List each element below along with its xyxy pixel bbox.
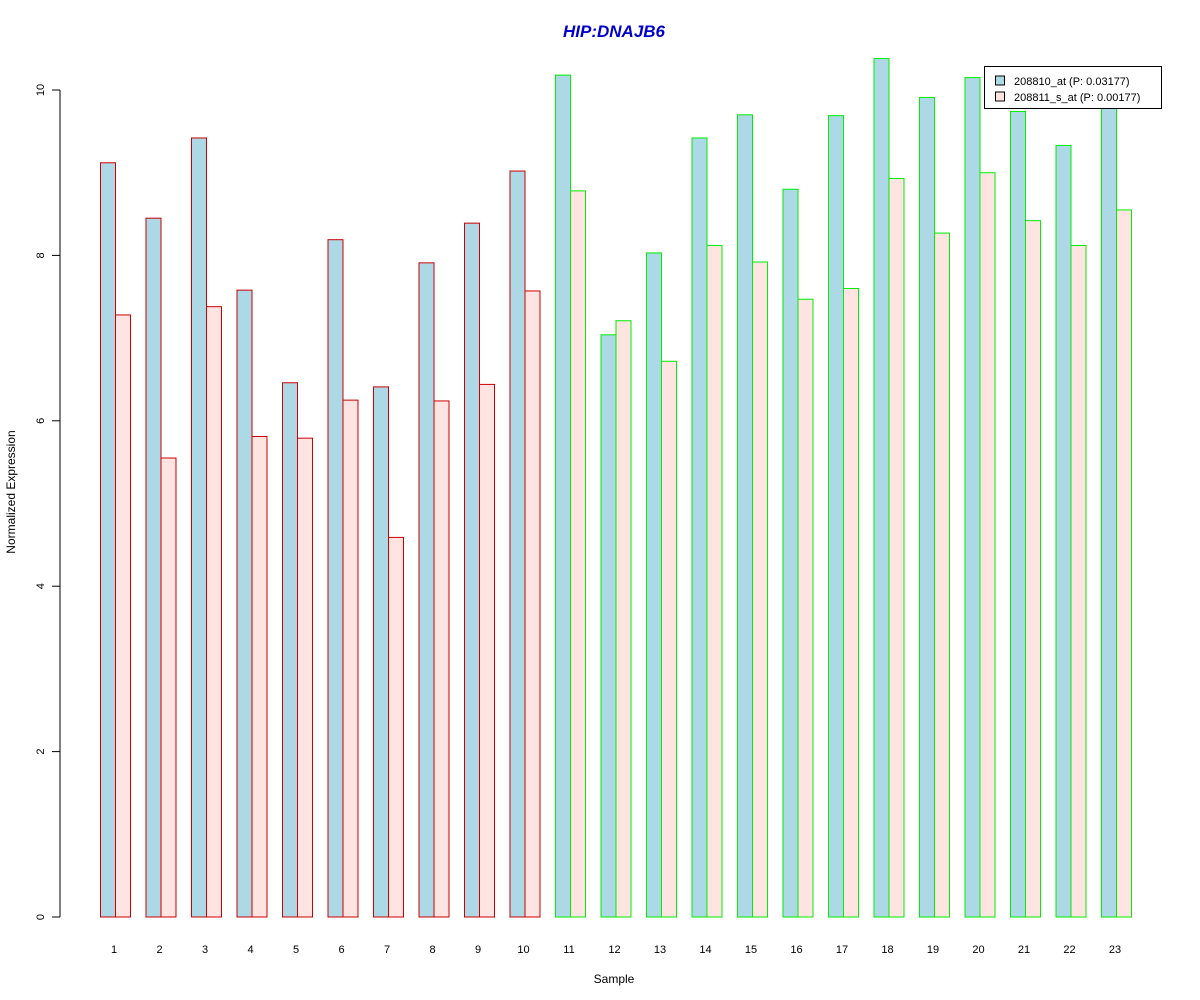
bar-series-2 [115, 314, 131, 918]
y-tick-label: 2 [35, 749, 47, 755]
bar-series-2 [797, 298, 814, 918]
bar-series-2 [251, 436, 268, 918]
bar-series-1 [964, 77, 981, 918]
x-axis: 1 2 3 4 5 6 7 8 9 10 11 12 13 14 15 16 17 18 19 20 21 22 23 [111, 944, 1121, 956]
bar-series-1 [828, 115, 844, 918]
x-tick-label: 2 [156, 944, 162, 956]
bar-series-1 [464, 222, 480, 918]
y-tick-label: 10 [35, 84, 47, 96]
chart-title: HIP:DNAJB6 [563, 22, 666, 41]
bar-series-2 [433, 400, 450, 918]
x-tick-label: 8 [429, 944, 435, 956]
bar-series-1 [282, 382, 298, 918]
bar-series-1 [873, 58, 890, 918]
y-axis: 0 2 4 6 8 10 [35, 84, 61, 920]
bar-series-2 [888, 177, 905, 918]
y-tick-label: 6 [35, 418, 47, 424]
bars [100, 58, 1132, 918]
bar-series-1 [327, 239, 344, 918]
x-tick-label: 16 [790, 944, 802, 956]
legend-box [984, 66, 1162, 109]
bar-series-1 [236, 289, 253, 918]
bar-series-1 [1010, 111, 1026, 918]
legend-label: 208810_at (P: 0.03177) [1014, 76, 1130, 88]
bar-series-1 [100, 162, 116, 918]
x-tick-label: 11 [563, 944, 574, 956]
bar-series-1 [191, 137, 207, 918]
x-tick-label: 9 [475, 944, 481, 956]
x-tick-label: 7 [384, 944, 390, 956]
x-tick-label: 15 [745, 944, 757, 956]
x-tick-label: 19 [927, 944, 939, 956]
x-tick-label: 6 [338, 944, 344, 956]
x-tick-label: 13 [654, 944, 666, 956]
x-tick-label: 4 [247, 944, 253, 956]
bar-series-1 [509, 170, 526, 918]
x-tick-label: 21 [1018, 944, 1030, 956]
y-axis-label: Normalized Expression [4, 430, 18, 553]
bar-series-2 [1116, 209, 1132, 918]
y-tick-label: 8 [35, 252, 47, 258]
bar-series-1 [1055, 144, 1072, 918]
bar-series-2 [752, 261, 768, 918]
x-tick-label: 18 [881, 944, 893, 956]
x-tick-label: 20 [972, 944, 984, 956]
bar-series-1 [373, 386, 389, 918]
x-tick-label: 10 [517, 944, 529, 956]
x-tick-label: 17 [836, 944, 848, 956]
bar-series-2 [388, 536, 404, 918]
x-axis-label: Sample [594, 972, 635, 986]
bar-series-2 [342, 399, 359, 918]
x-tick-label: 14 [699, 944, 711, 956]
x-tick-label: 3 [202, 944, 208, 956]
bar-series-2 [479, 383, 495, 918]
bar-series-2 [1025, 220, 1041, 918]
legend-swatch [995, 75, 1005, 86]
bar-series-1 [691, 137, 708, 918]
bar-series-2 [615, 320, 632, 918]
x-tick-label: 22 [1063, 944, 1075, 956]
bar-series-1 [145, 217, 162, 918]
bar-series-2 [661, 360, 677, 918]
legend: 208810_at (P: 0.03177) 208811_s_at (P: 0.… [984, 66, 1162, 109]
bar-series-1 [418, 262, 435, 918]
bar-series-1 [737, 114, 753, 918]
bar-series-1 [919, 96, 935, 918]
bar-series-1 [782, 188, 799, 918]
bar-series-2 [160, 457, 177, 918]
x-tick-label: 23 [1109, 944, 1121, 956]
bar-series-1 [600, 334, 617, 918]
bar-series-1 [646, 252, 662, 918]
bar-series-2 [843, 287, 859, 918]
bar-series-2 [206, 306, 222, 918]
bar-series-1 [555, 74, 571, 918]
bar-series-2 [934, 232, 950, 918]
bar-series-2 [1070, 244, 1087, 918]
bar-series-2 [570, 190, 586, 918]
bar-series-2 [524, 290, 541, 918]
bar-series-2 [297, 437, 313, 918]
y-tick-label: 0 [35, 914, 47, 920]
bar-series-1 [1101, 106, 1117, 918]
bar-series-2 [706, 244, 723, 918]
legend-label: 208811_s_at (P: 0.00177) [1014, 92, 1140, 104]
bar-series-2 [979, 172, 996, 918]
x-tick-label: 5 [293, 944, 299, 956]
y-tick-label: 4 [35, 583, 47, 589]
x-tick-label: 1 [111, 944, 117, 956]
legend-swatch [995, 91, 1005, 102]
x-tick-label: 12 [608, 944, 620, 956]
